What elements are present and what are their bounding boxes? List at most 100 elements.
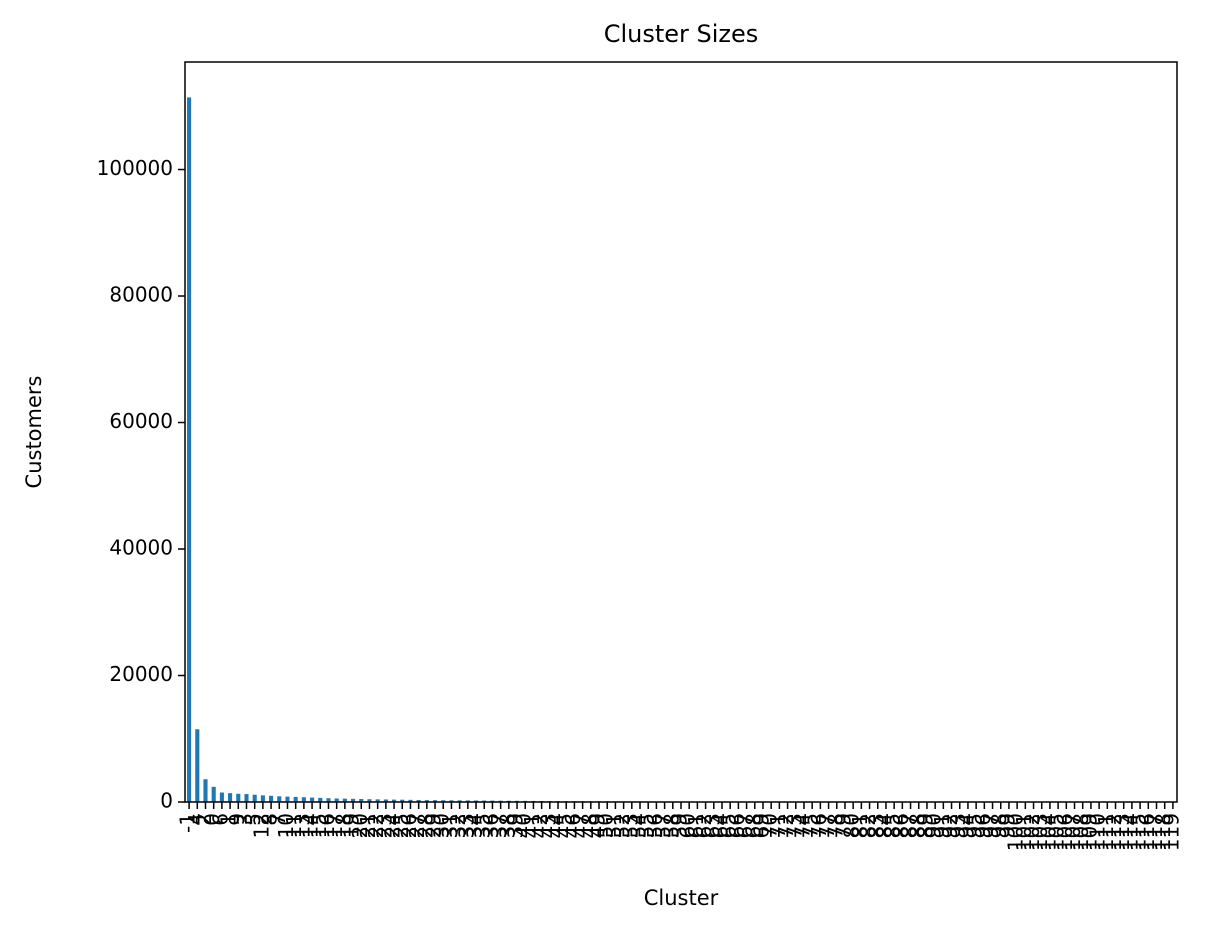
bar <box>359 799 364 802</box>
y-tick-label: 0 <box>160 789 173 813</box>
x-tick-label: 115 <box>1127 813 1151 851</box>
x-tick-label: 33 <box>454 813 478 838</box>
x-tick-label: 69 <box>749 813 773 838</box>
x-tick-label: 45 <box>553 813 577 838</box>
x-tick-label: 34 <box>463 813 487 838</box>
bar <box>433 800 438 802</box>
x-tick-label: 44 <box>545 813 569 838</box>
bar <box>195 729 200 802</box>
bar <box>244 794 249 802</box>
x-tick-label: 5 <box>241 813 265 826</box>
x-tick-label: 110 <box>1086 813 1110 851</box>
bar <box>334 798 339 802</box>
x-tick-label: 95 <box>963 813 987 838</box>
bar <box>211 786 216 802</box>
x-tick-label: 81 <box>848 813 872 838</box>
x-tick-label: 9 <box>225 813 249 826</box>
bar <box>375 799 380 802</box>
x-tick-label: 85 <box>881 813 905 838</box>
x-tick-label: 75 <box>799 813 823 838</box>
x-tick-label: 29 <box>422 813 446 838</box>
bar <box>342 798 347 802</box>
x-tick-label: 26 <box>397 813 421 838</box>
x-tick-label: 47 <box>569 813 593 838</box>
x-tick-label: 104 <box>1036 813 1060 851</box>
x-tick-label: 12 <box>249 813 273 838</box>
x-tick-label: 61 <box>684 813 708 838</box>
x-tick-label: 102 <box>1020 813 1044 851</box>
x-tick-label: 20 <box>348 813 372 838</box>
bar <box>219 792 224 802</box>
x-tick-label: 1 <box>217 813 241 826</box>
bar <box>277 796 282 802</box>
bar <box>301 797 306 802</box>
x-tick-label: 89 <box>913 813 937 838</box>
x-tick-label: 13 <box>290 813 314 838</box>
x-tick-label: 99 <box>995 813 1019 838</box>
x-tick-label: 22 <box>364 813 388 838</box>
bar <box>408 799 413 802</box>
bar <box>465 800 470 802</box>
bar <box>326 798 331 802</box>
x-tick-label: 101 <box>1012 813 1036 851</box>
y-tick-label: 100000 <box>97 156 173 180</box>
x-tick-label: 49 <box>586 813 610 838</box>
bar <box>383 799 388 802</box>
y-axis-label: Customers <box>22 376 46 489</box>
bar <box>293 796 298 802</box>
x-tick-label: 63 <box>700 813 724 838</box>
x-tick-label: 15 <box>307 813 331 838</box>
x-tick-label: 77 <box>815 813 839 838</box>
x-tick-label: 46 <box>561 813 585 838</box>
x-tick-label: 98 <box>987 813 1011 838</box>
x-tick-label: 57 <box>651 813 675 838</box>
x-tick-label: 55 <box>635 813 659 838</box>
x-tick-label: 32 <box>446 813 470 838</box>
x-tick-label: 94 <box>954 813 978 838</box>
x-tick-label: 48 <box>577 813 601 838</box>
x-tick-label: 82 <box>856 813 880 838</box>
x-tick-label: 66 <box>725 813 749 838</box>
bar <box>260 795 265 802</box>
plot-frame <box>184 61 1178 803</box>
x-tick-label: 93 <box>946 813 970 838</box>
x-tick-label: 8 <box>258 813 282 826</box>
x-tick-label: 68 <box>741 813 765 838</box>
x-tick-label: 91 <box>930 813 954 838</box>
x-tick-label: 41 <box>520 813 544 838</box>
x-tick-label: 7 <box>266 813 290 826</box>
x-tick-label: 3 <box>233 813 257 826</box>
bar <box>252 794 257 802</box>
bar <box>473 800 479 802</box>
x-tick-label: 31 <box>438 813 462 838</box>
x-tick-label: 53 <box>618 813 642 838</box>
x-tick-label: 103 <box>1028 813 1052 851</box>
x-tick-label: 43 <box>536 813 560 838</box>
x-tick-label: 118 <box>1151 813 1175 851</box>
bar <box>400 799 405 802</box>
x-tick-label: 60 <box>676 813 700 838</box>
x-tick-label: 62 <box>692 813 716 838</box>
bar <box>416 799 421 802</box>
x-tick-label: 108 <box>1069 813 1093 851</box>
bar <box>318 797 323 802</box>
x-tick-label: 96 <box>971 813 995 838</box>
x-tick-label: 10 <box>274 813 298 838</box>
x-tick-label: 67 <box>733 813 757 838</box>
x-tick-label: 16 <box>315 813 339 838</box>
x-tick-label: 80 <box>840 813 864 838</box>
x-tick-label: 59 <box>668 813 692 838</box>
y-tick-label: 60000 <box>109 409 173 433</box>
x-tick-label: 64 <box>708 813 732 838</box>
x-tick-label: 71 <box>766 813 790 838</box>
x-tick-label: 117 <box>1143 813 1167 851</box>
x-tick-label: 119 <box>1159 813 1183 851</box>
x-tick-label: 6 <box>208 813 232 826</box>
x-tick-label: 14 <box>299 813 323 838</box>
x-tick-label: 24 <box>381 813 405 838</box>
x-tick-label: 84 <box>872 813 896 838</box>
x-tick-label: 116 <box>1135 813 1159 851</box>
bar <box>457 800 462 802</box>
x-tick-label: 107 <box>1061 813 1085 851</box>
bar <box>236 793 241 802</box>
